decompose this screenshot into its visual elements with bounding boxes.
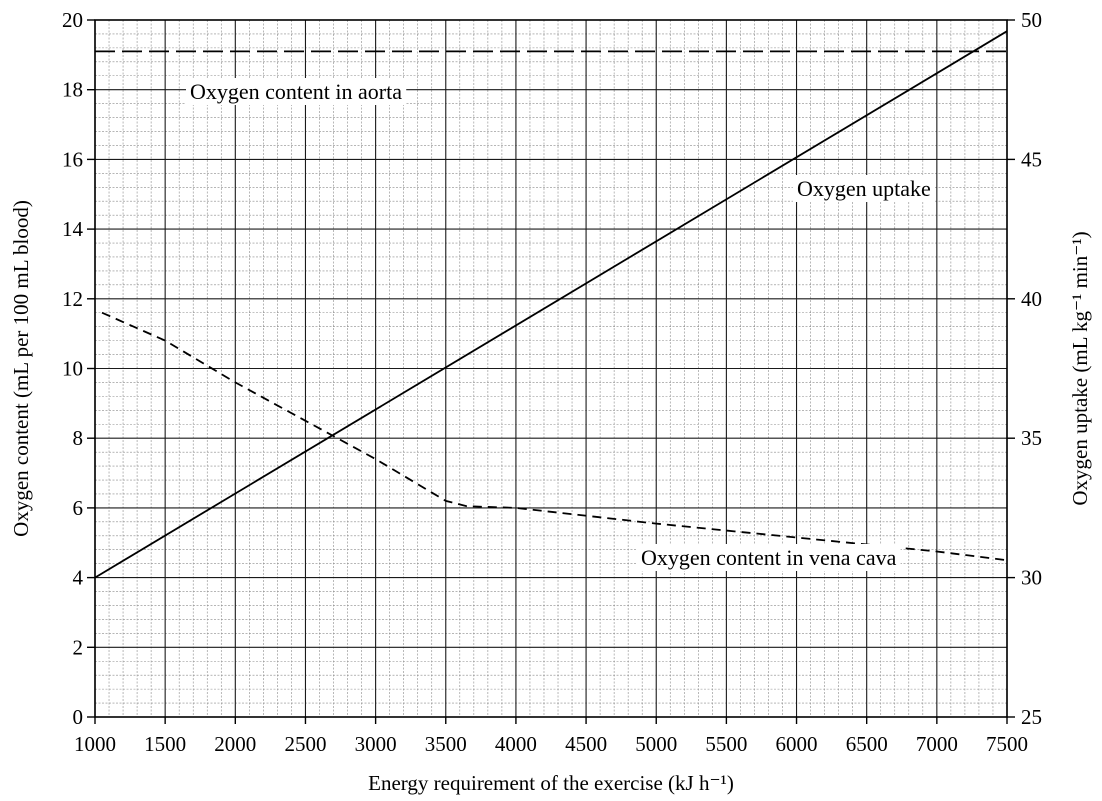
annotation-background-aorta	[186, 78, 407, 105]
x-tick-label: 7500	[986, 732, 1028, 756]
y-axis-right-label: Oxygen uptake (mL kg⁻¹ min⁻¹)	[1068, 231, 1092, 505]
y-right-tick-label: 50	[1021, 8, 1042, 32]
y-axis-left-label: Oxygen content (mL per 100 mL blood)	[9, 200, 33, 537]
x-tick-label: 5500	[705, 732, 747, 756]
x-tick-label: 4000	[495, 732, 537, 756]
y-right-tick-label: 35	[1021, 426, 1042, 450]
series-line-vena-cava	[101, 311, 1008, 562]
x-tick-label: 3000	[355, 732, 397, 756]
x-tick-label: 6000	[776, 732, 818, 756]
annotation-aorta: Oxygen content in aorta	[190, 79, 402, 104]
y-right-tick-label: 45	[1021, 147, 1042, 171]
y-right-tick-label: 30	[1021, 566, 1042, 590]
annotation-background-uptake	[793, 175, 935, 202]
y-left-tick-label: 14	[62, 217, 84, 241]
y-left-tick-label: 12	[62, 287, 83, 311]
x-axis-label: Energy requirement of the exercise (kJ h…	[368, 771, 734, 795]
y-left-tick-label: 8	[73, 426, 84, 450]
x-tick-label: 2000	[214, 732, 256, 756]
y-left-tick-label: 20	[62, 8, 83, 32]
y-left-tick-label: 4	[73, 566, 84, 590]
y-right-tick-label: 40	[1021, 287, 1042, 311]
annotation-oxygen-uptake: Oxygen uptake	[797, 176, 931, 201]
y-left-tick-label: 16	[62, 147, 83, 171]
tick-labels: 1000 1500 2000 2500 3000 3500 4000 4500 5000 5500…	[62, 8, 1042, 756]
y-left-tick-label: 0	[73, 705, 84, 729]
y-left-tick-label: 10	[62, 357, 83, 381]
annotation-background-vena-cava	[637, 544, 901, 571]
y-right-tick-label: 25	[1021, 705, 1042, 729]
x-tick-label: 7000	[916, 732, 958, 756]
y-left-tick-label: 18	[62, 78, 83, 102]
x-tick-label: 5000	[635, 732, 677, 756]
x-tick-label: 2500	[284, 732, 326, 756]
y-left-tick-label: 2	[73, 635, 84, 659]
x-tick-label: 3500	[425, 732, 467, 756]
tick-marks	[87, 19, 1015, 724]
x-tick-label: 1500	[144, 732, 186, 756]
series-layer	[94, 30, 1008, 579]
x-tick-label: 1000	[74, 732, 116, 756]
series-line-oxygen-uptake	[94, 30, 1008, 579]
annotation-vena-cava: Oxygen content in vena cava	[641, 545, 897, 570]
x-tick-label: 6500	[846, 732, 888, 756]
x-tick-label: 4500	[565, 732, 607, 756]
y-left-tick-label: 6	[73, 496, 84, 520]
